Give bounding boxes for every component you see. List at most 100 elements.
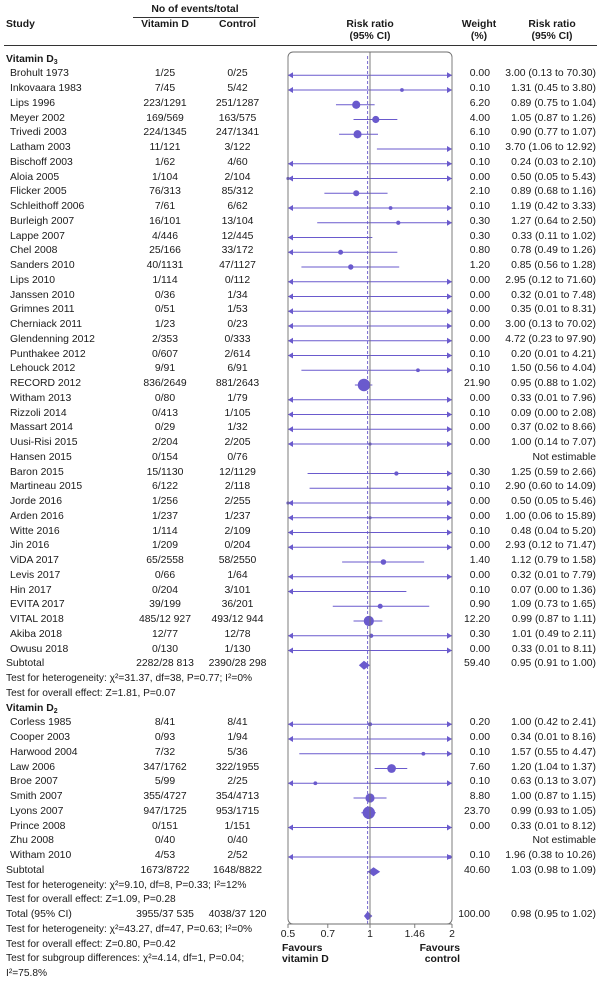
study-name: Lips 2010 — [10, 274, 56, 286]
weight-value: 0.10 — [469, 363, 490, 375]
weight-value: 0.10 — [469, 407, 490, 419]
ci-arrow-left — [288, 308, 293, 315]
control-events: 2/614 — [224, 348, 251, 360]
weight-value: 0.00 — [469, 569, 490, 581]
rr-plot-header-2: (95% CI) — [349, 31, 391, 42]
study-name: Massart 2014 — [10, 422, 73, 434]
x-tick-label: 0.7 — [320, 929, 336, 940]
vitd-events: 12/77 — [151, 628, 178, 640]
rr-ci-text: 0.32 (0.01 to 7.79) — [511, 569, 596, 581]
weight-value: 1.20 — [469, 260, 490, 271]
weight-value: 0.00 — [469, 496, 490, 507]
ci-arrow-left — [288, 500, 293, 506]
vitd-events: 11/121 — [149, 142, 181, 153]
control-events: 322/1955 — [215, 761, 260, 773]
ci-arrow-right — [447, 750, 452, 757]
study-name: Uusi-Risi 2015 — [10, 437, 78, 448]
weight-value: 0.30 — [469, 215, 490, 227]
control-events: 1/79 — [227, 392, 248, 404]
weight-value: 0.00 — [469, 820, 490, 832]
control-events: 2/118 — [224, 481, 251, 493]
point-estimate — [353, 130, 362, 139]
vitd-events: 15/1130 — [146, 466, 184, 478]
weight-value: 0.10 — [469, 776, 490, 788]
rr-col-header-2: (95% CI) — [531, 31, 573, 42]
control-events: 247/1341 — [215, 127, 260, 139]
events-header-rule — [133, 17, 259, 18]
control-events: 85/312 — [221, 186, 254, 198]
ci-arrow-left — [288, 544, 293, 551]
control-events: 2/104 — [224, 171, 251, 183]
vitd-events: 5/99 — [154, 776, 176, 788]
control-events: 0/76 — [227, 451, 248, 463]
rr-ci-text: 0.99 (0.87 to 1.11) — [511, 614, 596, 625]
rr-ci-text: 0.63 (0.13 to 3.07) — [511, 776, 596, 788]
ci-arrow-right — [447, 411, 452, 418]
rr-ci-text: 1.05 (0.87 to 1.26) — [511, 112, 596, 124]
control-events: 953/1715 — [215, 805, 260, 817]
rr-ci-text: 0.89 (0.68 to 1.16) — [511, 186, 596, 198]
control-events: 5/42 — [227, 83, 248, 94]
study-name: RECORD 2012 — [10, 378, 82, 389]
favours-left-1: Favours — [282, 943, 323, 954]
control-events: 12/1129 — [219, 466, 256, 478]
vitd-events: 9/91 — [154, 363, 176, 375]
point-estimate — [387, 764, 396, 773]
ci-arrow-right — [447, 367, 452, 374]
ci-arrow-right — [447, 396, 452, 403]
vitd-events: 7/61 — [154, 201, 176, 212]
study-name: Hansen 2015 — [10, 451, 72, 463]
weight-value: 0.00 — [469, 540, 490, 552]
control-events: 1/34 — [227, 289, 248, 301]
study-name: Broe 2007 — [10, 776, 58, 788]
control-events: 2/205 — [224, 437, 251, 448]
ci-arrow-left — [288, 411, 293, 418]
control-events: 6/91 — [227, 363, 248, 375]
weight-value: 2.10 — [469, 186, 490, 198]
x-tick-label: 2 — [449, 929, 455, 940]
rr-ci-text: 1.09 (0.73 to 1.65) — [511, 599, 596, 611]
control-events: 0/23 — [227, 319, 248, 330]
study-name: Law 2006 — [10, 761, 56, 773]
rr-ci-text: 0.78 (0.49 to 1.26) — [511, 245, 596, 257]
subtotal-control: 1648/8822 — [212, 864, 263, 876]
rr-ci-text: 0.50 (0.05 to 5.43) — [511, 171, 596, 183]
subtotal-vitd: 1673/8722 — [140, 864, 190, 876]
rr-ci-text: 0.07 (0.00 to 1.36) — [511, 584, 596, 596]
vitd-header: Vitamin D — [141, 19, 189, 30]
vitd-events: 0/607 — [151, 348, 178, 360]
study-name: Sanders 2010 — [10, 260, 75, 271]
weight-value: 0.30 — [469, 628, 490, 640]
weight-header-1: Weight — [461, 19, 497, 30]
ci-arrow-right — [447, 160, 452, 167]
ci-arrow-right — [447, 441, 452, 447]
point-estimate — [352, 100, 361, 109]
weight-value: 0.00 — [469, 289, 490, 301]
study-name: Chel 2008 — [10, 245, 58, 257]
vitd-events: 65/2558 — [146, 555, 184, 566]
total-heterogeneity-test: Test for heterogeneity: χ²=43.27, df=47,… — [6, 923, 253, 935]
favours-left-2: vitamin D — [282, 954, 329, 965]
vitd-events: 947/1725 — [143, 805, 187, 817]
point-estimate — [377, 603, 383, 609]
point-estimate — [396, 220, 401, 225]
vitd-events: 40/1131 — [146, 260, 184, 271]
group-title-subscript: 2 — [53, 707, 58, 715]
rr-ci-text: 0.34 (0.01 to 8.16) — [511, 732, 596, 743]
vitd-events: 4/446 — [151, 230, 178, 242]
weight-value: 0.00 — [469, 274, 490, 286]
weight-value: 0.00 — [469, 643, 490, 655]
weight-value: 0.00 — [469, 732, 490, 743]
control-events: 12/445 — [221, 230, 254, 242]
point-estimate — [372, 115, 380, 124]
ci-arrow-left — [288, 87, 293, 93]
heterogeneity-test: Test for heterogeneity: χ²=9.10, df=8, P… — [6, 879, 247, 891]
control-events: 3/101 — [224, 584, 251, 596]
vitd-events: 485/12 927 — [138, 614, 191, 625]
ci-arrow-left — [288, 780, 293, 787]
x-tick-label: 1 — [367, 929, 373, 940]
rr-ci-text: 2.90 (0.60 to 14.09) — [505, 481, 596, 493]
control-events: 251/1287 — [215, 97, 260, 109]
weight-value: 21.90 — [463, 378, 490, 389]
